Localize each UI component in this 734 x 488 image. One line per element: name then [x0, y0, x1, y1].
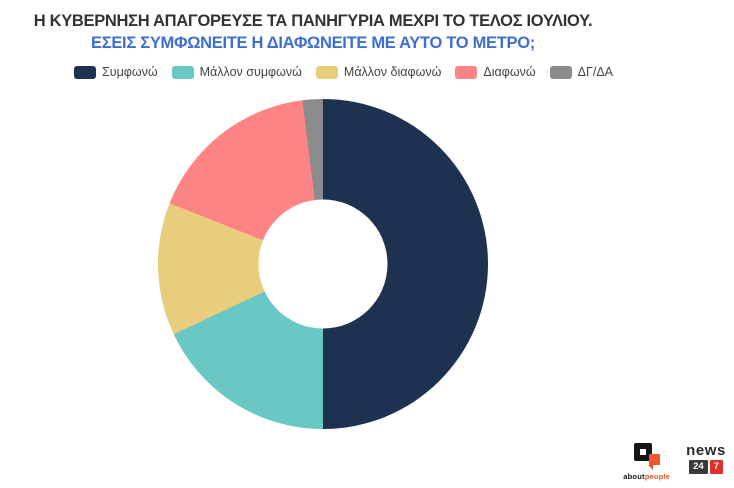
news247-box-24: 24 [689, 460, 708, 474]
donut-chart [158, 99, 488, 429]
legend-item: Συμφωνώ [74, 65, 158, 79]
aboutpeople-word-about: about [623, 471, 645, 481]
legend-swatch-icon [315, 65, 338, 79]
legend-item: Διαφωνώ [455, 65, 536, 79]
donut-hole [258, 199, 388, 329]
news247-wordmark: news [686, 442, 726, 459]
legend-item: Μάλλον διαφωνώ [315, 65, 442, 79]
aboutpeople-icon [633, 442, 661, 470]
aboutpeople-word-people: people [644, 471, 671, 481]
branding: aboutpeople news 24 7 [623, 442, 726, 481]
legend-swatch-icon [455, 65, 478, 79]
legend-label: Συμφωνώ [102, 65, 158, 79]
aboutpeople-icon-bubble-tail [648, 464, 654, 470]
legend-swatch-icon [74, 65, 96, 79]
aboutpeople-wordmark: aboutpeople [623, 471, 671, 481]
aboutpeople-logo: aboutpeople [623, 442, 671, 481]
news247-number-boxes: 24 7 [689, 460, 723, 474]
legend-label: Μάλλον διαφωνώ [343, 65, 442, 79]
legend-label: Διαφωνώ [483, 65, 536, 79]
chart-title: Η ΚΥΒΕΡΝΗΣΗ ΑΠΑΓΟΡΕΥΣΕ ΤΑ ΠΑΝΗΓΥΡΙΑ ΜΕΧΡ… [33, 12, 593, 30]
legend-label: Μάλλον συμφωνώ [199, 65, 302, 79]
legend-swatch-icon [549, 65, 572, 79]
legend-item: Μάλλον συμφωνώ [171, 65, 302, 79]
aboutpeople-icon-orange-square [649, 453, 661, 465]
aboutpeople-icon-white-square [640, 448, 647, 455]
news247-box-7: 7 [709, 460, 723, 474]
chart-subtitle: ΕΣΕΙΣ ΣΥΜΦΩΝΕΙΤΕ Η ΔΙΑΦΩΝΕΙΤΕ ΜΕ ΑΥΤΟ ΤΟ… [91, 34, 535, 52]
title-block: Η ΚΥΒΕΡΝΗΣΗ ΑΠΑΓΟΡΕΥΣΕ ΤΑ ΠΑΝΗΓΥΡΙΑ ΜΕΧΡ… [6, 10, 620, 54]
legend-swatch-icon [171, 65, 194, 79]
legend-label: ΔΓ/ΔΑ [577, 65, 614, 79]
legend-item: ΔΓ/ΔΑ [549, 65, 614, 79]
legend: Συμφωνώ Μάλλον συμφωνώ Μάλλον διαφωνώ Διαφω… [74, 64, 613, 80]
news247-logo: news 24 7 [686, 443, 726, 480]
